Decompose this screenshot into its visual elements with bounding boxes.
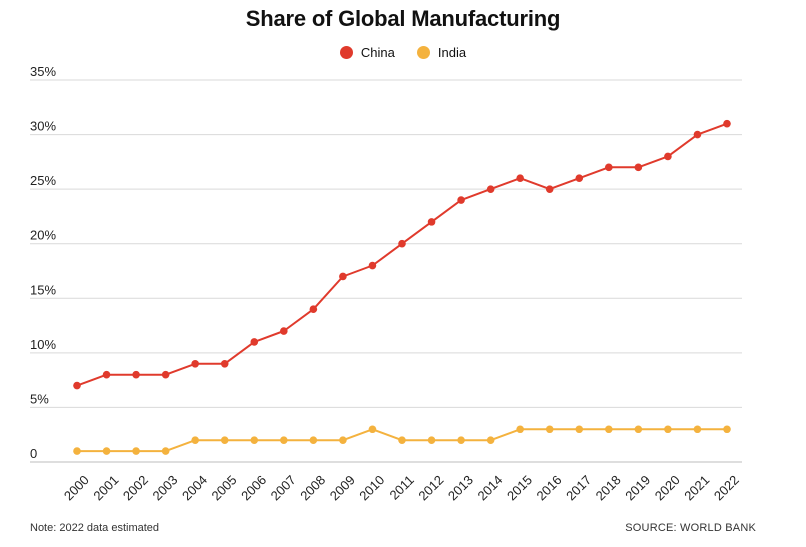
y-tick-label: 5%: [30, 391, 49, 406]
data-point-india: [486, 436, 495, 444]
x-tick-label: 2008: [297, 472, 328, 503]
data-point-china: [605, 163, 613, 172]
data-point-india: [634, 425, 643, 434]
data-point-india: [398, 436, 406, 444]
x-tick-label: 2010: [356, 472, 387, 503]
data-point-china: [339, 272, 347, 281]
legend: China India: [0, 45, 806, 60]
x-tick-label: 2019: [622, 472, 653, 503]
x-tick-label: 2006: [238, 472, 269, 503]
data-point-china: [693, 130, 702, 139]
data-point-india: [250, 436, 259, 444]
data-point-india: [723, 425, 731, 434]
x-tick-label: 2014: [474, 472, 505, 503]
footnote: Note: 2022 data estimated: [30, 522, 160, 534]
data-point-india: [132, 447, 140, 455]
x-tick-label: 2000: [61, 472, 92, 503]
data-point-india: [516, 425, 524, 434]
data-point-india: [427, 436, 436, 444]
y-tick-label: 10%: [30, 337, 56, 352]
x-tick-label: 2021: [681, 472, 712, 503]
y-tick-label: 0: [30, 446, 37, 461]
data-point-china: [457, 196, 465, 204]
x-tick-label: 2002: [120, 472, 151, 503]
data-point-china: [102, 370, 111, 379]
x-tick-label: 2001: [90, 472, 121, 503]
y-tick-label: 35%: [30, 64, 56, 79]
data-point-china: [575, 174, 584, 183]
data-point-china: [516, 174, 524, 183]
data-point-india: [693, 425, 702, 434]
data-point-india: [220, 436, 229, 444]
series-line-china: [76, 122, 728, 387]
x-tick-label: 2022: [711, 472, 742, 503]
x-tick-label: 2012: [415, 472, 446, 503]
y-tick-label: 20%: [30, 228, 56, 243]
x-tick-label: 2018: [593, 472, 624, 503]
data-point-china: [545, 185, 554, 193]
legend-swatch-india: [416, 46, 430, 59]
data-point-china: [220, 359, 229, 368]
data-point-china: [398, 239, 406, 248]
data-point-india: [339, 436, 347, 444]
y-tick-label: 25%: [30, 173, 56, 188]
legend-label-china: China: [360, 45, 395, 60]
y-tick-label: 15%: [30, 282, 56, 297]
x-tick-label: 2011: [387, 472, 417, 502]
x-tick-label: 2009: [327, 472, 358, 503]
data-point-india: [191, 436, 199, 444]
data-point-china: [664, 152, 672, 161]
data-point-india: [368, 425, 377, 434]
data-point-india: [575, 425, 584, 434]
chart-title: Share of Global Manufacturing: [245, 6, 561, 31]
data-point-india: [73, 447, 81, 455]
data-point-india: [161, 447, 170, 455]
data-point-china: [191, 359, 199, 368]
x-tick-label: 2017: [563, 472, 594, 503]
x-tick-label: 2007: [268, 472, 299, 503]
data-point-china: [486, 185, 495, 193]
x-tick-label: 2004: [179, 472, 210, 503]
x-tick-label: 2020: [652, 472, 683, 503]
data-point-china: [161, 370, 170, 379]
data-point-india: [309, 436, 318, 444]
data-point-china: [368, 261, 377, 270]
source-credit: SOURCE: WORLD BANK: [625, 522, 756, 534]
data-point-india: [545, 425, 554, 434]
data-point-china: [309, 305, 318, 314]
x-tick-label: 2013: [445, 472, 476, 503]
data-point-china: [132, 370, 140, 379]
y-tick-label: 30%: [30, 119, 56, 134]
data-point-china: [427, 218, 436, 226]
x-tick-label: 2005: [209, 472, 240, 503]
x-tick-label: 2003: [149, 472, 180, 503]
data-point-india: [605, 425, 613, 434]
data-point-india: [664, 425, 672, 434]
data-point-india: [102, 447, 111, 455]
data-point-china: [634, 163, 643, 172]
data-point-china: [280, 327, 288, 335]
data-point-china: [250, 338, 259, 346]
legend-item-china: China: [339, 45, 395, 60]
x-tick-label: 2015: [504, 472, 535, 503]
data-point-china: [73, 381, 81, 390]
data-point-india: [457, 436, 465, 444]
legend-item-india: India: [416, 45, 467, 60]
legend-label-india: India: [437, 45, 467, 60]
data-point-india: [280, 436, 288, 444]
data-point-china: [723, 119, 731, 128]
legend-swatch-china: [339, 46, 353, 59]
x-tick-label: 2016: [534, 472, 565, 503]
